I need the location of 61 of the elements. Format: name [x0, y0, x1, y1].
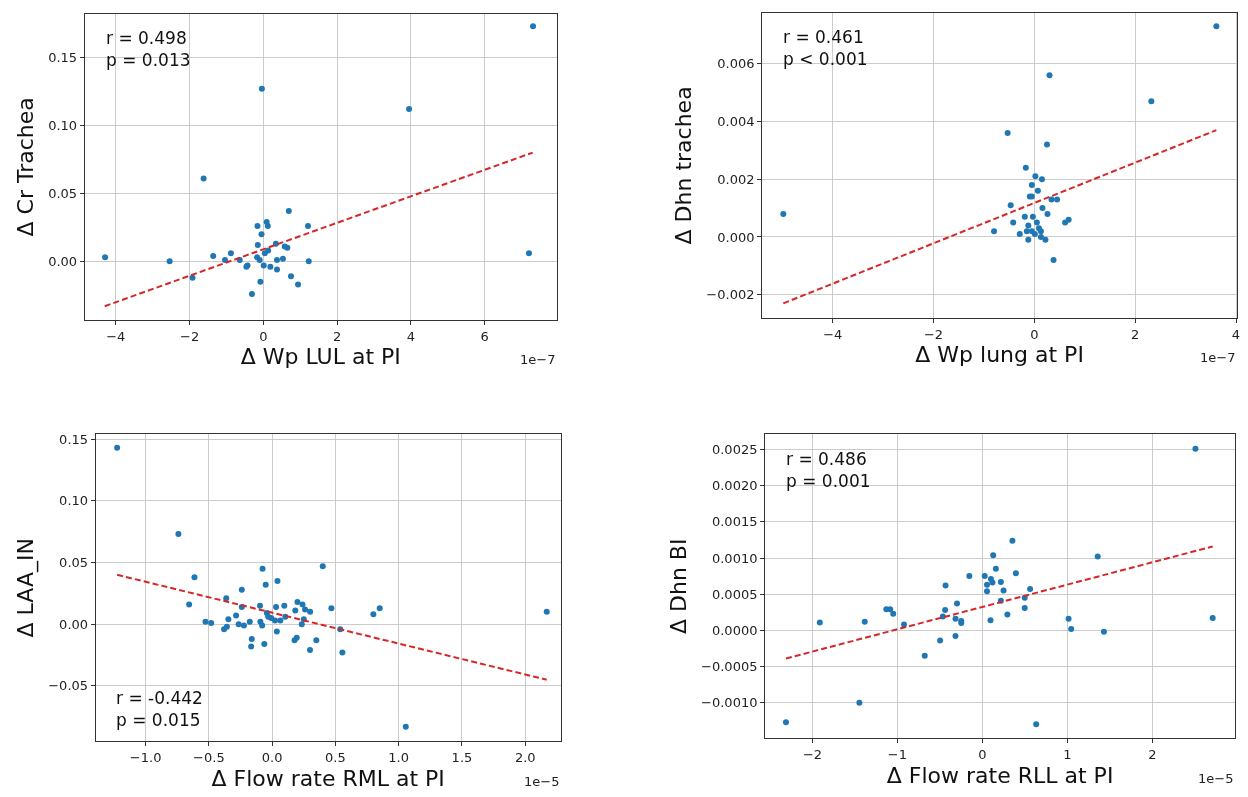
text: 1e−7 — [520, 352, 556, 367]
x-tick-label: 0.0 — [261, 749, 283, 765]
x-tick-label: −2 — [179, 328, 200, 344]
y-tick-label: 0.004 — [717, 114, 755, 130]
y-tick-label: 0.0005 — [711, 586, 758, 602]
y-tick-label: 0.006 — [717, 56, 755, 72]
y-tick-label: 0.00 — [59, 616, 89, 632]
y-tick-label: 0.05 — [59, 555, 89, 571]
x-axis-title: Δ Wp lung at PI — [915, 342, 1084, 368]
y-tick-label: 0.0025 — [711, 442, 758, 458]
x-axis-title: Δ Wp LUL at PI — [240, 344, 401, 370]
x-tick-label: 2.0 — [514, 749, 536, 765]
y-tick-label: 0.0010 — [711, 550, 758, 566]
y-tick-label: 0.10 — [59, 493, 89, 509]
annotation: r = 0.486 p = 0.001 — [786, 449, 871, 492]
annotation: r = -0.442 p = 0.015 — [116, 688, 203, 731]
y-tick-label: −0.0010 — [701, 695, 758, 711]
y-tick-label: −0.002 — [706, 287, 755, 303]
text: 1e−5 — [1198, 771, 1234, 786]
y-tick-label: 0.002 — [717, 171, 755, 187]
x-tick-label: 2 — [1131, 326, 1140, 342]
y-tick-label: 0.00 — [48, 253, 78, 269]
y-axis-title: Δ Dhn trachea — [671, 86, 697, 245]
x-tick-label: −2 — [923, 326, 944, 342]
y-tick-label: 0.05 — [48, 185, 78, 201]
y-tick-label: 0.0000 — [711, 622, 758, 638]
y-tick-label: 0.0015 — [711, 514, 758, 530]
annotation: r = 0.461 p < 0.001 — [783, 27, 868, 70]
y-tick-label: −0.0005 — [701, 659, 758, 675]
x-tick-label: −1 — [887, 746, 908, 762]
x-tick-label: −1.0 — [129, 749, 162, 765]
x-tick-label: −2 — [802, 746, 823, 762]
y-tick-label: 0.0020 — [711, 478, 758, 494]
x-tick-label: 1 — [1063, 746, 1072, 762]
y-tick-label: 0.15 — [48, 50, 78, 66]
x-tick-label: 4 — [1231, 326, 1241, 342]
y-tick-label: 0.000 — [717, 229, 755, 245]
y-tick-label: 0.15 — [59, 431, 89, 447]
text: 1e−5 — [524, 774, 560, 789]
text: 1e−7 — [1200, 350, 1236, 365]
x-tick-label: 6 — [480, 328, 489, 344]
x-tick-label: 4 — [406, 328, 416, 344]
y-tick-label: 0.10 — [48, 117, 78, 133]
x-tick-label: −4 — [106, 328, 126, 344]
x-tick-label: 0.5 — [325, 749, 346, 765]
x-tick-label: 1.0 — [388, 749, 410, 765]
x-axis-title: Δ Flow rate RLL at PI — [886, 762, 1114, 788]
x-tick-label: 2 — [333, 328, 342, 344]
x-tick-label: 2 — [1148, 746, 1157, 762]
y-axis-title: Δ Cr Trachea — [12, 97, 38, 237]
x-tick-label: 1.5 — [451, 749, 473, 765]
x-tick-label: 0 — [1030, 326, 1039, 342]
annotation: r = 0.498 p = 0.013 — [106, 28, 191, 71]
x-tick-label: 0 — [259, 328, 268, 344]
y-axis-title: Δ LAA_IN — [13, 538, 40, 638]
x-tick-label: −0.5 — [193, 749, 225, 765]
x-axis-title: Δ Flow rate RML at PI — [211, 765, 445, 791]
x-tick-label: 0 — [978, 746, 987, 762]
y-tick-label: −0.05 — [48, 678, 89, 694]
x-tick-label: −4 — [823, 326, 843, 342]
y-axis-title: Δ Dhn BI — [665, 538, 691, 635]
